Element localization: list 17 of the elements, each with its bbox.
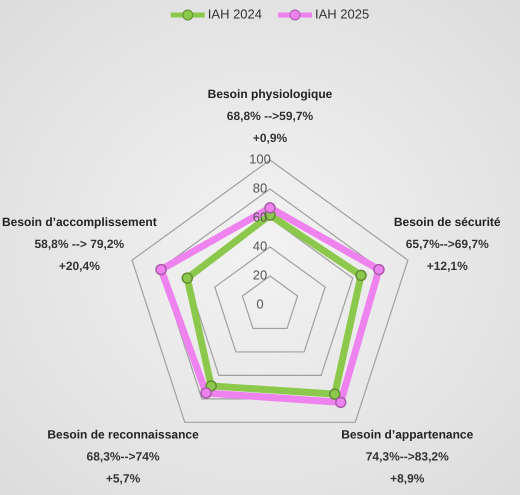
y-tick-label: 0 <box>256 296 264 312</box>
text: 68,3%-->74% +5,7% <box>86 449 160 486</box>
spoke-label: Besoin de sécurité <box>394 215 501 230</box>
text: 58,8% --> 79,2% +20,4% <box>34 237 125 274</box>
legend-label: IAH 2025 <box>315 6 370 22</box>
spoke-label: Besoin de reconnaissance <box>47 427 200 442</box>
spoke-label: Besoin physiologique <box>208 87 333 101</box>
spoke-label: Besoin d’appartenance <box>341 427 474 442</box>
y-tick-label: 100 <box>249 151 271 166</box>
text: 74,3%-->83,2% +8,9% <box>366 449 450 486</box>
y-tick-label: 40 <box>252 238 268 254</box>
y-tick-label: 20 <box>252 267 268 282</box>
y-tick-label: 80 <box>252 180 268 196</box>
spoke-label: Besoin d’accomplissement <box>2 215 157 230</box>
legend-label: IAH 2024 <box>208 6 262 22</box>
text: 68,8% -->59,7% +0,9% <box>226 109 314 145</box>
text: 65,7%-->69,7% +12,1% <box>406 237 490 274</box>
